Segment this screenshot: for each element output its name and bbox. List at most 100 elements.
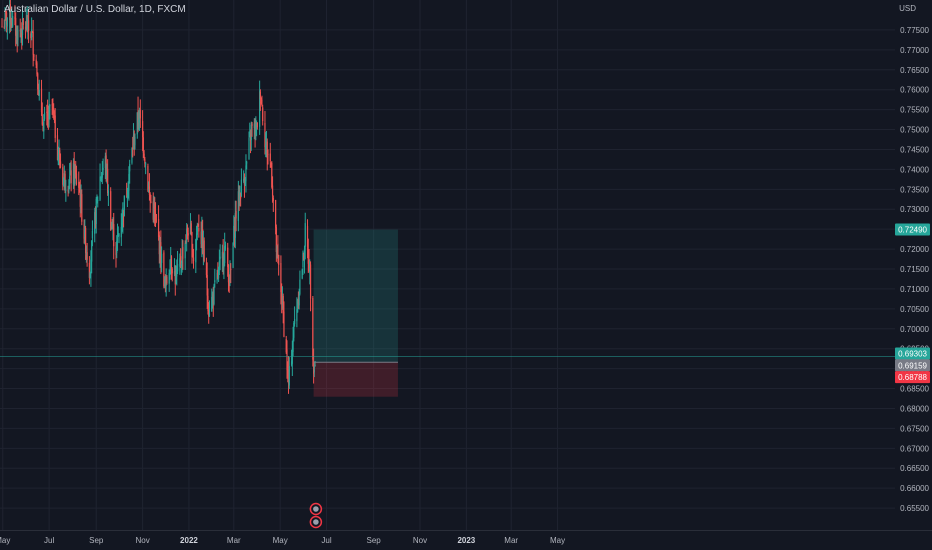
candle-body xyxy=(107,190,109,196)
candle-body xyxy=(90,259,92,274)
candle-body xyxy=(169,272,171,275)
x-tick-label: Sep xyxy=(89,536,104,545)
candle-body xyxy=(281,292,283,303)
candle-body xyxy=(249,133,251,136)
candle-body xyxy=(14,17,16,19)
candle-body xyxy=(15,17,17,36)
long-position-tool xyxy=(0,229,895,397)
candle-body xyxy=(229,272,231,283)
candle-body xyxy=(21,18,24,36)
y-tick-label: 0.74000 xyxy=(900,165,929,174)
candle-body xyxy=(47,115,49,119)
candle-body xyxy=(266,141,268,157)
candle-body xyxy=(206,274,208,296)
candle-body xyxy=(9,4,11,23)
candle-body xyxy=(198,227,200,232)
candle-body xyxy=(4,12,6,28)
candle-body xyxy=(139,109,141,119)
x-tick-label: May xyxy=(273,536,288,545)
candle-body xyxy=(218,261,220,268)
candle-body xyxy=(81,194,83,222)
candle-body xyxy=(208,313,211,316)
candle-body xyxy=(3,26,5,28)
candle-body xyxy=(227,264,230,283)
candle-body xyxy=(182,247,184,259)
candle-body xyxy=(24,26,27,30)
candle-body xyxy=(228,279,230,283)
candle-body xyxy=(179,258,181,267)
candle-body xyxy=(148,188,150,192)
candle-body xyxy=(27,18,29,32)
event-markers xyxy=(309,502,323,529)
candle-body xyxy=(49,105,51,107)
y-tick-label: 0.72000 xyxy=(900,245,929,254)
candle-body xyxy=(33,54,35,58)
y-tick-label: 0.76500 xyxy=(900,66,929,75)
candle-body xyxy=(145,163,147,165)
price-tag-label: 0.72490 xyxy=(898,226,927,235)
y-tick-label: 0.75000 xyxy=(900,126,929,135)
candle-body xyxy=(56,135,59,160)
candle-body xyxy=(170,259,172,272)
candle-body xyxy=(111,226,113,230)
x-tick-label: Mar xyxy=(504,536,518,545)
candle-body xyxy=(149,194,151,201)
candle-body xyxy=(138,111,141,120)
candle-body xyxy=(11,22,13,26)
price-tag xyxy=(895,359,930,372)
candle-body xyxy=(38,90,40,96)
candle-body xyxy=(74,172,76,184)
candle-body xyxy=(281,297,284,305)
candle-body xyxy=(196,226,198,235)
y-tick-label: 0.67000 xyxy=(900,444,929,453)
candle-body xyxy=(36,63,38,75)
candle-body xyxy=(287,369,290,384)
y-tick-label: 0.70500 xyxy=(900,305,929,314)
candle-body xyxy=(265,142,268,144)
candle-body xyxy=(115,247,117,256)
candle-body xyxy=(62,177,65,186)
candle-body xyxy=(83,224,85,239)
candle-body xyxy=(9,3,11,21)
candle-body xyxy=(265,145,267,149)
y-tick-label: 0.68500 xyxy=(900,385,929,394)
candle-body xyxy=(303,249,306,261)
candle-body xyxy=(240,179,242,196)
candle-body xyxy=(28,20,30,31)
candle-body xyxy=(97,199,99,201)
candle-body xyxy=(176,263,179,272)
candle-body xyxy=(127,187,129,198)
candle-body xyxy=(223,261,225,269)
candle-body xyxy=(116,240,118,253)
y-tick-label: 0.65500 xyxy=(900,504,929,513)
candle-body xyxy=(192,254,194,257)
candle-body xyxy=(276,246,278,253)
candles xyxy=(1,0,316,394)
candle-body xyxy=(159,239,161,257)
candle-body xyxy=(100,178,102,180)
candle-body xyxy=(42,126,44,132)
candle-body xyxy=(84,227,86,237)
candle-body xyxy=(249,133,252,141)
candle-body xyxy=(277,243,279,257)
candle-body xyxy=(99,176,101,200)
candle-body xyxy=(272,197,274,201)
y-tick-label: 0.74500 xyxy=(900,145,929,154)
candle-body xyxy=(164,276,166,286)
candle-body xyxy=(301,269,303,279)
candle-body xyxy=(306,225,309,247)
candle-body xyxy=(78,187,81,192)
candle-body xyxy=(51,104,53,106)
candle-body xyxy=(152,201,154,220)
candle-body xyxy=(166,276,168,284)
candle-body xyxy=(133,134,135,145)
candle-body xyxy=(309,264,312,299)
candle-body xyxy=(232,242,234,268)
candle-body xyxy=(299,279,301,294)
candle-body xyxy=(144,159,146,164)
x-tick-label: Mar xyxy=(227,536,241,545)
candle-body xyxy=(21,32,23,38)
candle-body xyxy=(59,161,62,168)
candle-body xyxy=(147,165,149,191)
